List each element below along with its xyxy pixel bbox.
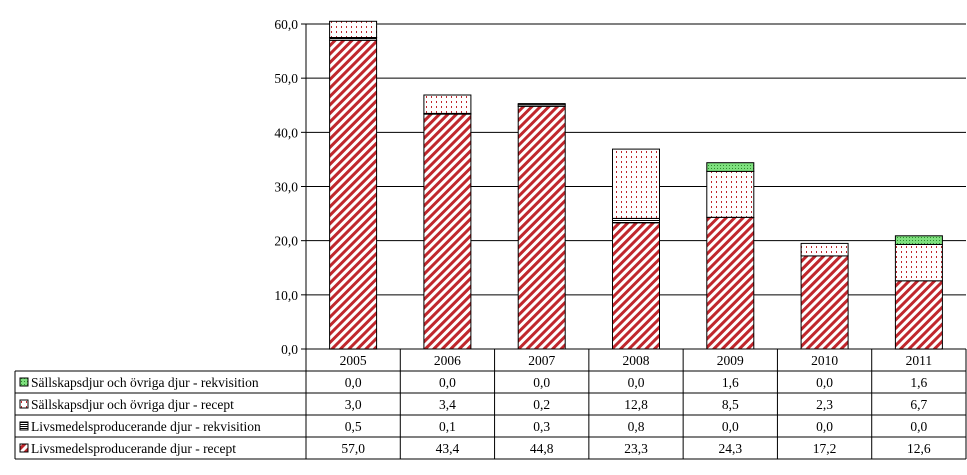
- legend-label: Livsmedelsproducerande djur - recept: [31, 441, 236, 456]
- y-tick-label: 60,0: [274, 17, 298, 32]
- data-label: 0,0: [345, 375, 362, 390]
- legend-label: Sällskapsdjur och övriga djur - recept: [31, 397, 234, 412]
- y-tick-label: 20,0: [274, 234, 298, 249]
- x-tick-label: 2005: [340, 353, 367, 368]
- data-label: 0,0: [816, 375, 833, 390]
- data-label: 24,3: [718, 441, 742, 456]
- data-label: 1,6: [722, 375, 739, 390]
- data-label: 0,0: [533, 375, 550, 390]
- legend-label: Livsmedelsproducerande djur - rekvisitio…: [31, 419, 261, 434]
- legend-key: [19, 377, 29, 387]
- y-tick-label: 10,0: [274, 288, 298, 303]
- x-tick-label: 2006: [434, 353, 461, 368]
- bar-segment-3-2005: [329, 20, 378, 38]
- data-label: 2,3: [816, 397, 833, 412]
- data-label: 0,0: [722, 419, 739, 434]
- data-label: 44,8: [530, 441, 554, 456]
- data-label: 23,3: [624, 441, 648, 456]
- data-label: 0,2: [533, 397, 550, 412]
- bar-segment-3-2007: [517, 103, 566, 106]
- y-tick-label: 30,0: [274, 180, 298, 195]
- bar-segment-1-2006: [423, 113, 472, 350]
- data-label: 0,5: [345, 419, 362, 434]
- x-tick-label: 2011: [906, 353, 933, 368]
- bar-segment-3-2010: [800, 242, 849, 257]
- data-label: 12,6: [907, 441, 931, 456]
- legend-label: Sällskapsdjur och övriga djur - rekvisit…: [31, 375, 259, 390]
- y-axis: 0,0 10,0 20,0 30,0 40,0 50,0 60,0: [274, 17, 307, 357]
- bar-segment-3-2008: [612, 148, 660, 219]
- data-label: 43,4: [436, 441, 460, 456]
- data-label: 57,0: [341, 441, 365, 456]
- bar-segment-1-2007: [517, 105, 566, 350]
- bar-segment-1-2005: [329, 39, 378, 350]
- legend-key: [19, 421, 29, 431]
- data-label: 17,2: [813, 441, 837, 456]
- legend-key: [19, 399, 29, 409]
- bar-segment-1-2011: [894, 280, 943, 350]
- x-tick-label: 2007: [528, 353, 555, 368]
- data-label: 0,1: [439, 419, 456, 434]
- x-tick-label: 2010: [811, 353, 838, 368]
- bar-segment-2-2008: [612, 218, 660, 224]
- data-label: 3,4: [439, 397, 456, 412]
- data-label: 0,8: [628, 419, 645, 434]
- data-label: 3,0: [345, 397, 362, 412]
- y-tick-label: 50,0: [274, 71, 298, 86]
- data-label: 0,0: [439, 375, 456, 390]
- data-label: 6,7: [910, 397, 927, 412]
- bar-segment-3-2006: [423, 94, 472, 114]
- x-tick-label: 2008: [623, 353, 650, 368]
- data-label: 0,0: [910, 419, 927, 434]
- y-tick-label: 0,0: [281, 342, 298, 357]
- bar-segment-4-2009: [706, 162, 755, 172]
- data-label: 12,8: [624, 397, 648, 412]
- data-label: 0,0: [628, 375, 645, 390]
- bar-segment-1-2010: [800, 255, 849, 350]
- legend-key: [19, 443, 29, 453]
- data-label: 8,5: [722, 397, 739, 412]
- bars: [329, 20, 943, 350]
- y-tick-label: 40,0: [274, 125, 298, 140]
- data-label: 0,0: [816, 419, 833, 434]
- data-label: 1,6: [910, 375, 927, 390]
- data-table: 2005 2006 2007 2008 2009 2010 2011 Sällskapsdju…: [14, 348, 967, 460]
- x-tick-label: 2009: [717, 353, 744, 368]
- bar-segment-3-2011: [894, 244, 943, 282]
- bar-segment-3-2009: [706, 170, 755, 218]
- bar-segment-4-2011: [894, 235, 943, 246]
- bar-segment-1-2009: [706, 216, 755, 350]
- bar-segment-1-2008: [612, 222, 660, 350]
- data-label: 0,3: [533, 419, 550, 434]
